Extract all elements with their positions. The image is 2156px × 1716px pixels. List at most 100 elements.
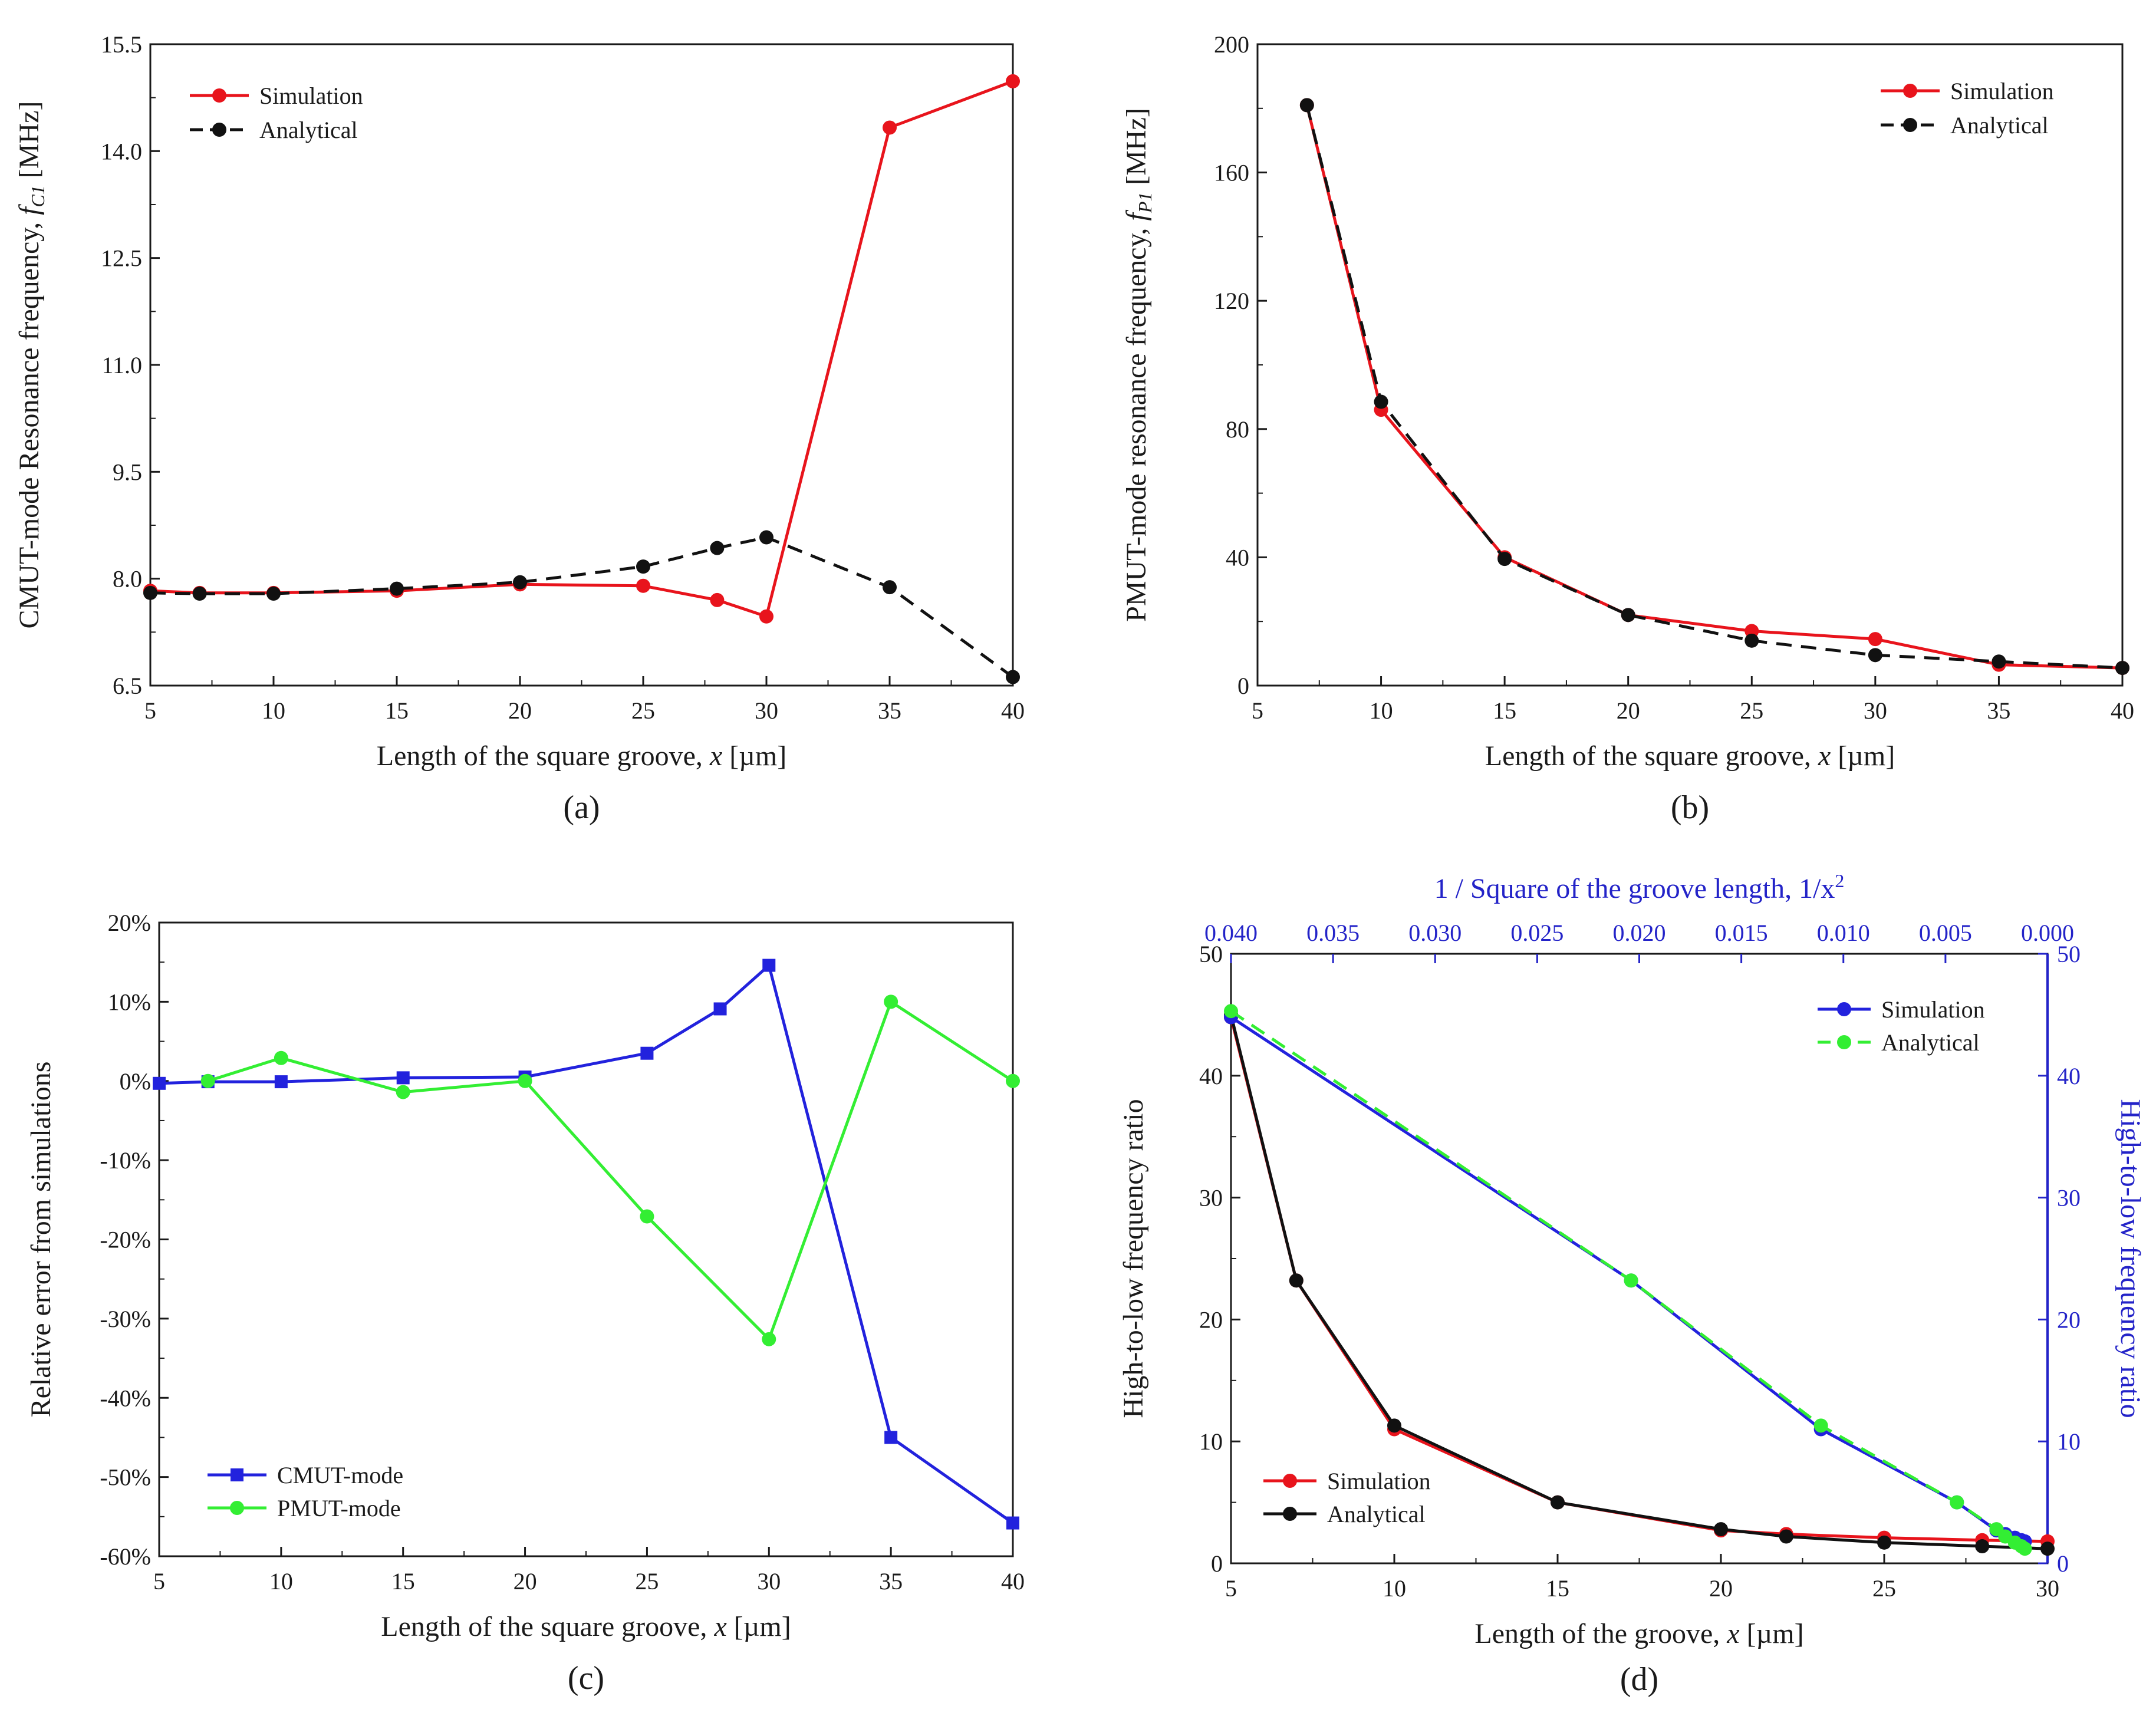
y-tick-label: -60% <box>100 1543 151 1570</box>
data-point <box>192 587 207 601</box>
y-tick-label: -10% <box>100 1147 151 1174</box>
y-tick-label: 20 <box>1199 1306 1223 1333</box>
x-tick-label: 20 <box>514 1568 537 1595</box>
legend-marker <box>1903 118 1917 132</box>
x-axis-label: Length of the square groove, x [µm] <box>381 1611 791 1642</box>
y-tick-label: 15.5 <box>101 31 142 58</box>
x-tick-label: 35 <box>879 1568 903 1595</box>
legend-entry: Simulation <box>1881 78 2054 104</box>
x-axis-label: Length of the square groove, x [µm] <box>377 740 786 772</box>
x-axis-var: x <box>1726 1618 1739 1649</box>
x-tick-label: 10 <box>1383 1575 1406 1602</box>
top-x-tick-label: 0.005 <box>1919 920 1972 946</box>
right-y-tick-label: 50 <box>2057 941 2081 967</box>
data-point <box>759 530 773 545</box>
data-point <box>2017 1542 2032 1556</box>
right-y-tick-label: 40 <box>2057 1063 2081 1089</box>
y-axis-unit: [MHz] <box>1121 108 1152 192</box>
y-tick-label: 10 <box>1199 1428 1223 1455</box>
data-point <box>1714 1522 1728 1537</box>
legend-marker <box>1283 1507 1297 1521</box>
panel-caption: (d) <box>1620 1661 1658 1698</box>
data-point <box>274 1050 288 1065</box>
legend-c: CMUT-mode PMUT-mode <box>208 1462 403 1521</box>
x-tick-label: 15 <box>1546 1575 1569 1602</box>
x-axis-var: x <box>1818 740 1831 772</box>
x-tick-label: 20 <box>1709 1575 1733 1602</box>
data-point <box>1744 633 1759 648</box>
legend-label: Simulation <box>1327 1468 1431 1494</box>
y-tick-label: 0% <box>120 1068 151 1095</box>
y-tick-label: 12.5 <box>101 245 142 272</box>
legend-entry: Simulation <box>1818 996 1985 1023</box>
x-tick-label: 25 <box>1740 697 1763 724</box>
x-tick-label: 35 <box>1987 697 2010 724</box>
y-axis-sub: P1 <box>1134 192 1156 214</box>
data-point <box>1624 1273 1638 1288</box>
legend-marker <box>231 1468 243 1481</box>
y-tick-label: 6.5 <box>113 673 142 699</box>
data-point <box>640 1046 654 1060</box>
data-point <box>266 587 281 601</box>
data-point <box>1813 1418 1828 1433</box>
y-tick-label: 200 <box>1214 31 1249 58</box>
legend-entry: Analytical <box>1881 112 2049 139</box>
right-y-tick-label: 0 <box>2057 1550 2069 1577</box>
y-tick-label: 50 <box>1199 941 1223 967</box>
legend-marker <box>1837 1035 1851 1049</box>
series-line <box>1229 1016 2048 1543</box>
panel-caption: (a) <box>563 789 600 826</box>
series-analytical-bottom <box>1224 1007 2055 1556</box>
legend-marker <box>1903 84 1917 98</box>
data-point <box>1621 608 1635 622</box>
legend-marker <box>230 1501 244 1515</box>
series-analytical <box>143 530 1020 684</box>
y-tick-label: 14.0 <box>101 138 142 164</box>
legend-label: Analytical <box>1327 1501 1426 1527</box>
data-point <box>1868 632 1882 647</box>
y-axis-label: PMUT-mode resonance frequency, fP1 [MHz] <box>1121 108 1156 622</box>
data-point <box>713 1002 727 1016</box>
top-x-tick-label: 0.040 <box>1204 920 1258 946</box>
top-x-tick-label: 0.025 <box>1510 920 1563 946</box>
data-point <box>143 585 157 600</box>
data-point <box>883 580 897 595</box>
y-tick-label: 0 <box>1237 673 1249 699</box>
series-pmut-mode <box>200 994 1020 1346</box>
data-point <box>762 959 776 972</box>
legend-label: Analytical <box>259 117 358 143</box>
y-tick-label: -20% <box>100 1227 151 1253</box>
y-tick-label: -40% <box>100 1385 151 1411</box>
x-tick-label: 20 <box>508 697 532 724</box>
top-x-tick-label: 0.015 <box>1715 920 1768 946</box>
data-point <box>1551 1495 1565 1510</box>
x-axis-var: x <box>713 1611 726 1642</box>
legend-entry: Analytical <box>190 117 358 143</box>
legend-a: Simulation Analytical <box>190 83 363 143</box>
x-tick-label: 40 <box>1001 697 1025 724</box>
data-point <box>710 541 725 555</box>
legend-label: Analytical <box>1881 1029 1980 1056</box>
data-point <box>1387 1418 1401 1433</box>
x-tick-label: 5 <box>144 697 156 724</box>
data-point <box>762 1332 776 1346</box>
x-tick-label: 15 <box>385 697 409 724</box>
data-point <box>1299 98 1314 113</box>
data-point <box>396 1071 410 1085</box>
data-point <box>884 994 898 1009</box>
series-line <box>1305 104 2123 670</box>
series-simulation <box>1299 98 2129 676</box>
data-point <box>1374 394 1388 409</box>
y-tick-label: -50% <box>100 1464 151 1491</box>
data-point <box>1497 552 1512 566</box>
series-line <box>1305 104 2123 670</box>
legend-label: CMUT-mode <box>277 1462 403 1488</box>
data-point <box>884 1431 898 1444</box>
data-point <box>1779 1529 1793 1544</box>
x-tick-label: 5 <box>153 1568 165 1595</box>
legend-label: Simulation <box>259 83 363 109</box>
series-line <box>159 964 1014 1524</box>
x-axis-label: Length of the square groove, x [µm] <box>1485 740 1895 772</box>
x-tick-label: 25 <box>1872 1575 1896 1602</box>
top-x-tick-label: 0.000 <box>2021 920 2074 946</box>
